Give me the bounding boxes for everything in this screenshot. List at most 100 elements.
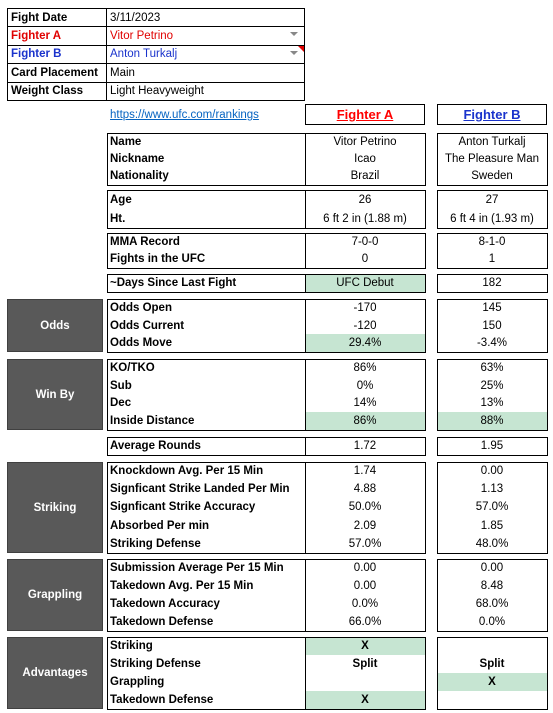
fighter-b-value: 6 ft 4 in (1.93 m) — [450, 212, 534, 225]
block-border — [305, 637, 426, 710]
row-label: Absorbed Per min — [110, 519, 210, 532]
fighter-a-value: 0 — [361, 253, 369, 266]
info-value: Main — [106, 63, 305, 83]
fighter-a-value: 29.4% — [305, 334, 425, 353]
fighter-a-value: 4.88 — [353, 483, 377, 496]
info-label: Fighter B — [7, 44, 107, 65]
fighter-a-value: Brazil — [350, 170, 380, 183]
row-label: Dec — [110, 397, 132, 410]
row-label: Inside Distance — [110, 415, 195, 428]
fighter-a-value: Split — [352, 658, 378, 670]
block-border — [437, 133, 548, 186]
fighter-b-value: 1.13 — [480, 483, 504, 496]
block-border — [437, 637, 548, 710]
block-border — [437, 299, 548, 354]
fighter-b-value: 0.0% — [478, 616, 506, 628]
fighter-b-value: 88% — [437, 412, 547, 431]
info-label: Weight Class — [7, 81, 107, 101]
block-border — [107, 462, 306, 554]
fighter-b-value: 25% — [480, 379, 504, 392]
block-border — [107, 190, 306, 229]
row-label: Takedown Defense — [110, 616, 214, 628]
fighter-a-value: 7-0-0 — [351, 235, 379, 248]
block-border — [305, 299, 426, 354]
fighter-b-value: 13% — [480, 397, 504, 410]
fighter-b-value: 27 — [485, 193, 499, 206]
row-label: Striking — [110, 640, 153, 652]
row-label: Takedown Defense — [110, 694, 214, 706]
fighter-a-value: 1.74 — [353, 465, 377, 478]
fighter-a-value: 0.0% — [351, 598, 379, 610]
block-border — [107, 637, 306, 710]
fighter-a-value: 86% — [305, 412, 425, 431]
info-value[interactable]: Vitor Petrino — [106, 26, 305, 46]
fighter-a-value: 57.0% — [348, 537, 382, 550]
block-border — [437, 559, 548, 632]
row-label: Signficant Strike Landed Per Min — [110, 483, 290, 496]
fighter-b-value: The Pleasure Man — [445, 152, 539, 165]
section-label: Advantages — [7, 637, 103, 709]
fighter-b-value: 1.85 — [480, 519, 504, 532]
dropdown-arrow[interactable] — [290, 50, 298, 55]
info-label: Fighter A — [7, 26, 107, 46]
fighter-a-value: X — [305, 691, 425, 709]
block-border — [107, 437, 306, 456]
row-label: Takedown Accuracy — [110, 598, 220, 610]
block-border — [107, 299, 306, 354]
row-label: Striking Defense — [110, 658, 201, 670]
fighter-a-value: 1.72 — [353, 440, 377, 452]
block-border — [437, 462, 548, 554]
block-border — [305, 437, 426, 456]
block-border — [305, 133, 426, 186]
row-label: KO/TKO — [110, 361, 155, 374]
info-value[interactable]: Anton Turkalj — [106, 44, 305, 65]
fighter-a-value: 2.09 — [353, 519, 377, 532]
block-border — [107, 559, 306, 632]
fighter-b-value: Split — [479, 658, 505, 670]
block-border — [437, 359, 548, 432]
block-border — [107, 233, 306, 269]
fighter-b-value: 0.00 — [480, 562, 504, 574]
row-label: Age — [110, 193, 132, 206]
fighter-a-value: 6 ft 2 in (1.88 m) — [323, 212, 407, 225]
block-border — [437, 233, 548, 269]
rankings-link[interactable]: https://www.ufc.com/rankings — [110, 109, 259, 121]
fighter-b-value: 1 — [488, 253, 496, 266]
row-label: Odds Open — [110, 301, 172, 314]
fighter-b-value: 145 — [482, 301, 502, 314]
row-label: Striking Defense — [110, 537, 201, 550]
fighter-b-value: 182 — [482, 277, 502, 289]
fighter-b-value: 1.95 — [480, 440, 504, 452]
block-border — [305, 559, 426, 632]
row-label: Fights in the UFC — [110, 253, 206, 266]
fighter-b-value: -3.4% — [476, 337, 508, 350]
fighter-a-value: X — [305, 637, 425, 655]
block-border — [107, 274, 306, 293]
fighter-b-header: Fighter B — [437, 104, 547, 125]
block-border — [437, 274, 548, 293]
comment-marker — [298, 45, 304, 52]
section-label: Win By — [7, 359, 103, 431]
block-border — [107, 133, 306, 186]
fighter-a-value: 26 — [358, 193, 372, 206]
fighter-b-value: 57.0% — [475, 501, 509, 514]
dropdown-arrow[interactable] — [290, 32, 298, 37]
fighter-a-value: 50.0% — [348, 501, 382, 514]
fighter-a-value: Icao — [354, 152, 376, 165]
fighter-a-value: -170 — [353, 301, 377, 314]
row-label: Takedown Avg. Per 15 Min — [110, 580, 254, 592]
fighter-a-value: 14% — [353, 397, 377, 410]
row-label: Ht. — [110, 212, 126, 225]
fighter-a-value: 86% — [353, 361, 377, 374]
row-label: MMA Record — [110, 235, 180, 248]
block-border — [305, 462, 426, 554]
block-border — [305, 190, 426, 229]
fighter-a-value: 0% — [356, 379, 374, 392]
block-border — [437, 190, 548, 229]
row-label: Sub — [110, 379, 132, 392]
block-border — [305, 233, 426, 269]
fighter-b-value: 48.0% — [475, 537, 509, 550]
fighter-a-header: Fighter A — [305, 104, 425, 125]
row-label: Knockdown Avg. Per 15 Min — [110, 465, 264, 478]
